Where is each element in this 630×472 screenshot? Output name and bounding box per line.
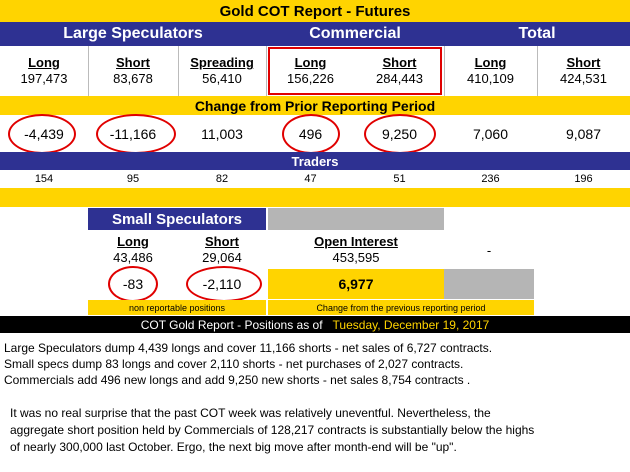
column-label: Long [294,55,327,70]
footer-label: COT Gold Report - Positions as of [140,317,323,332]
commentary-line: aggregate short position held by Commerc… [10,423,535,437]
grid-divider [266,46,267,96]
total-short-cell: Short 424,531 [537,48,630,94]
large-spec-short-cell: Short 83,678 [88,48,178,94]
change-header: Change from Prior Reporting Period [0,96,630,115]
large-speculators-header: Large Speculators [0,22,266,46]
grid-divider [178,46,179,96]
column-label: Short [116,55,150,70]
large-spec-spreading-cell: Spreading 56,410 [178,48,266,94]
commercial-short-cell: Short 284,443 [355,48,444,94]
column-value: 424,531 [560,71,607,86]
summary-line: Commercials add 496 new longs and add 9,… [4,373,471,387]
small-spec-long-cell: Long 43,486 [88,233,178,267]
column-value: 56,410 [202,71,242,86]
change-value: 496 [298,126,323,142]
report-title: Gold COT Report - Futures [0,0,630,22]
change-value: -4,439 [24,126,64,142]
open-interest-cell: Open Interest 453,595 [268,233,444,267]
total-long-cell: Long 410,109 [444,48,537,94]
grey-filler [444,269,534,299]
small-spec-short-change: -2,110 [202,276,242,292]
column-label: Long [28,55,60,70]
column-value: 43,486 [113,250,153,265]
open-interest-change: 6,977 [268,269,444,299]
summary-line: Large Speculators dump 4,439 longs and c… [4,341,493,355]
change-value: 7,060 [472,126,509,142]
column-value: 197,473 [20,71,68,86]
total-header: Total [444,22,630,46]
summary-line: Small specs dump 83 longs and cover 2,11… [4,357,464,371]
commercial-header: Commercial [266,22,444,46]
column-value: 410,109 [467,71,514,86]
traders-value: 236 [481,173,500,185]
column-label: Open Interest [314,234,398,249]
grey-filler [268,208,444,230]
commercial-long-cell: Long 156,226 [266,48,355,94]
change-value: 9,250 [381,126,418,142]
grid-divider [444,46,445,96]
report-date: Tuesday, December 19, 2017 [332,317,490,332]
traders-value: 196 [574,173,593,185]
column-label: Short [382,55,417,70]
small-speculators-header: Small Speculators [88,208,266,230]
traders-header: Traders [0,152,630,170]
open-interest-note: Change from the previous reporting perio… [268,300,534,315]
small-spec-note: non reportable positions [88,300,266,315]
column-value: 453,595 [332,250,380,265]
open-interest-dash: - [486,242,492,258]
column-label: Long [117,234,149,249]
column-value: 156,226 [287,71,334,86]
column-label: Short [205,234,239,249]
commentary-line: of nearly 300,000 last October. Ergo, th… [10,440,457,454]
small-spec-short-cell: Short 29,064 [178,233,266,267]
commentary-text: It was no real surprise that the past CO… [10,405,626,456]
column-label: Spreading [190,55,254,70]
summary-text: Large Speculators dump 4,439 longs and c… [4,340,626,388]
column-value: 83,678 [113,71,153,86]
column-label: Long [474,55,507,70]
section-separator [0,188,630,207]
report-date-bar: COT Gold Report - Positions as of Tuesda… [0,316,630,333]
traders-value: 47 [304,173,317,185]
small-spec-long-change: -83 [122,276,144,292]
traders-value: 154 [34,173,54,185]
traders-value: 51 [393,173,406,185]
change-value: -11,166 [109,126,157,142]
commentary-line: It was no real surprise that the past CO… [10,406,491,420]
grid-divider [537,46,538,96]
column-label: Short [566,55,601,70]
column-value: 29,064 [202,250,242,265]
grid-divider [88,46,89,96]
traders-value: 95 [126,173,140,185]
traders-value: 82 [215,173,229,185]
column-value: 284,443 [376,71,423,86]
change-value: 11,003 [201,126,243,142]
large-spec-long-cell: Long 197,473 [0,48,88,94]
change-value: 9,087 [565,126,602,142]
